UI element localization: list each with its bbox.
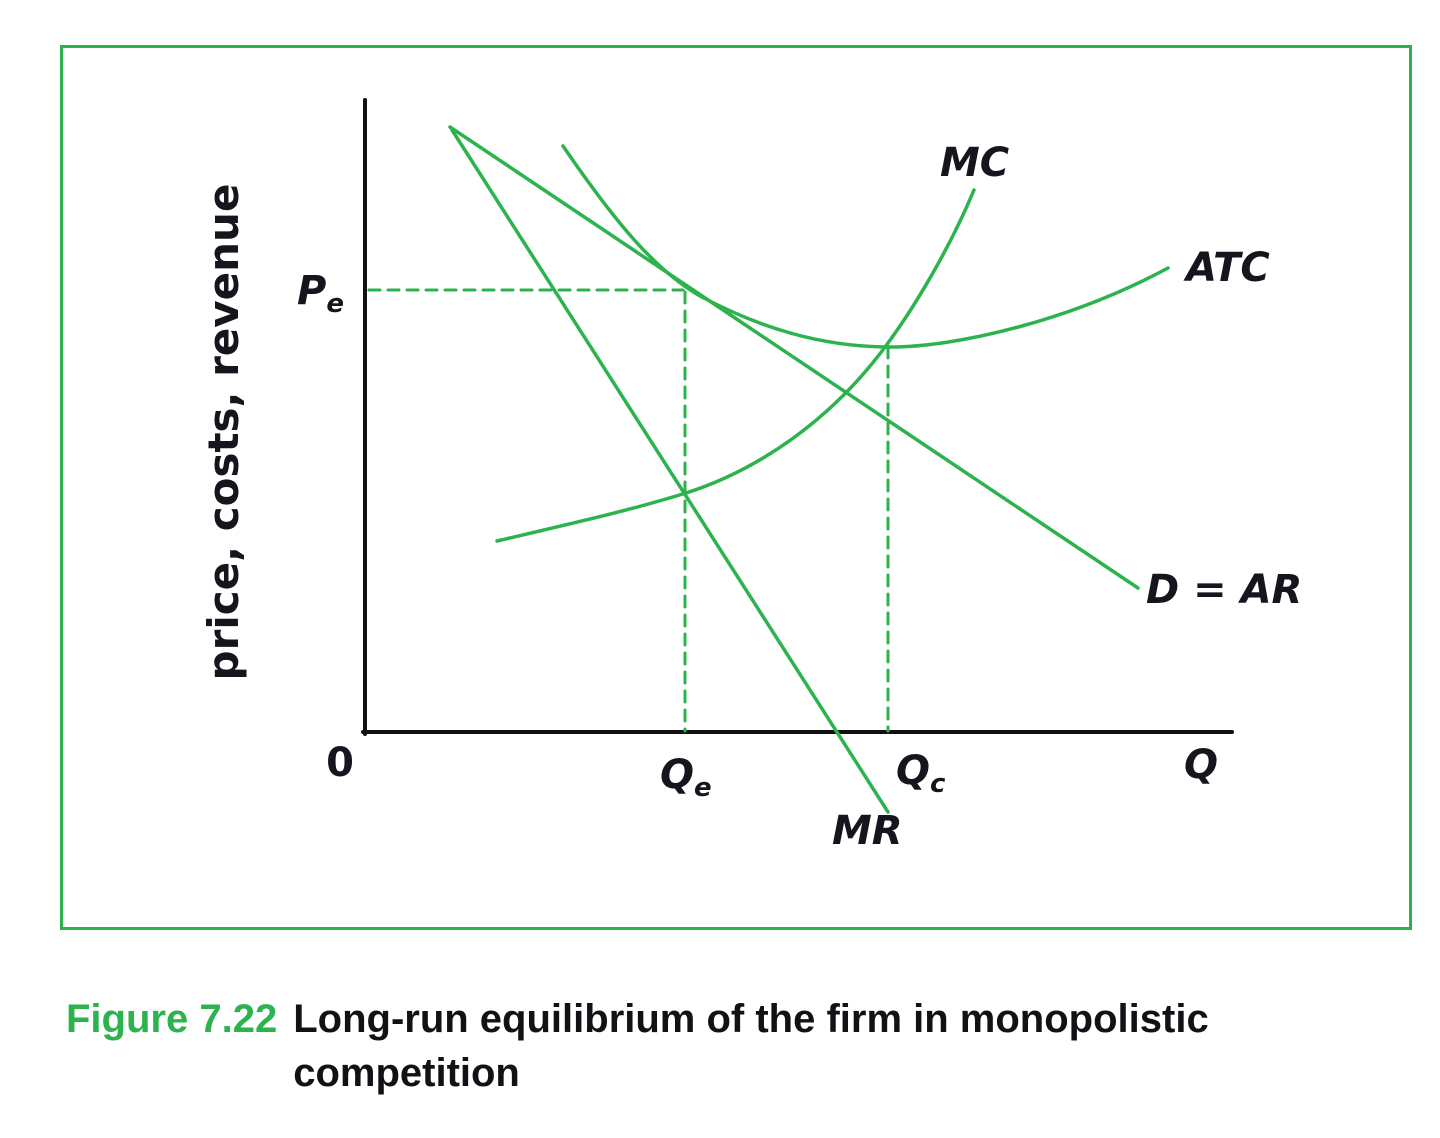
figure-caption-line1: Long-run equilibrium of the firm in mono…: [293, 997, 1209, 1041]
d-ar-label: D = AR: [1146, 567, 1302, 613]
curve-mc: [495, 188, 976, 543]
y-axis-label: price, costs, revenue: [199, 184, 248, 681]
qe-label: Qe: [660, 752, 712, 803]
q-label: Q: [1184, 742, 1218, 788]
curve-mr: [450, 128, 890, 814]
figure-frame: [60, 45, 1412, 930]
pe-label: Pe: [297, 268, 344, 319]
curve-atc: [561, 144, 1170, 349]
figure-caption-line2: competition: [293, 1051, 520, 1095]
atc-label: ATC: [1183, 245, 1270, 291]
qc-label: Qc: [896, 748, 946, 799]
mc-label: MC: [940, 140, 1009, 186]
figure-caption-text: Long-run equilibrium of the firm in mono…: [293, 992, 1209, 1100]
curve-d-ar: [448, 125, 1140, 590]
mr-label: MR: [832, 808, 903, 854]
figure-caption-number: Figure 7.22: [66, 997, 278, 1041]
figure-caption: Figure 7.22 Long-run equilibrium of the …: [66, 992, 1209, 1100]
origin-label: 0: [326, 740, 354, 786]
